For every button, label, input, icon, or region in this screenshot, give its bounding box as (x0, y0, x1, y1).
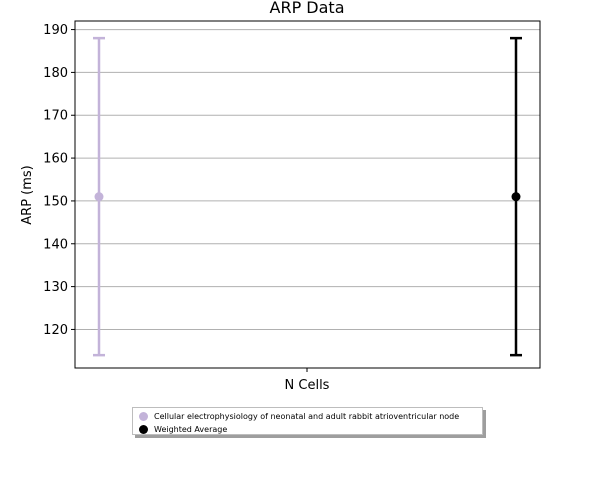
x-axis-label: N Cells (285, 378, 330, 393)
legend: Cellular electrophysiology of neonatal a… (132, 407, 483, 435)
legend-item: Weighted Average (139, 423, 482, 436)
y-tick-label: 130 (43, 280, 68, 295)
data-marks (93, 36, 522, 357)
chart-title: ARP Data (270, 0, 345, 17)
legend-label: Cellular electrophysiology of neonatal a… (154, 411, 460, 421)
data-point (511, 192, 521, 202)
legend-item: Cellular electrophysiology of neonatal a… (139, 410, 482, 423)
plot-frame (74, 20, 541, 369)
grid-lines (75, 29, 540, 330)
y-tick-label: 150 (43, 194, 68, 209)
legend-marker-icon (139, 412, 148, 421)
legend-marker-icon (139, 425, 148, 434)
y-axis-label: ARP (ms) (20, 165, 35, 224)
y-tick-label: 120 (43, 323, 68, 338)
y-axis-ticks: 120 130 140 150 160 170 180 190 (43, 23, 75, 338)
y-tick-label: 180 (43, 66, 68, 81)
y-tick-label: 170 (43, 109, 68, 124)
y-tick-label: 160 (43, 152, 68, 167)
legend-label: Weighted Average (154, 424, 228, 434)
data-point (94, 192, 104, 202)
y-tick-label: 190 (43, 23, 68, 38)
y-tick-label: 140 (43, 237, 68, 252)
